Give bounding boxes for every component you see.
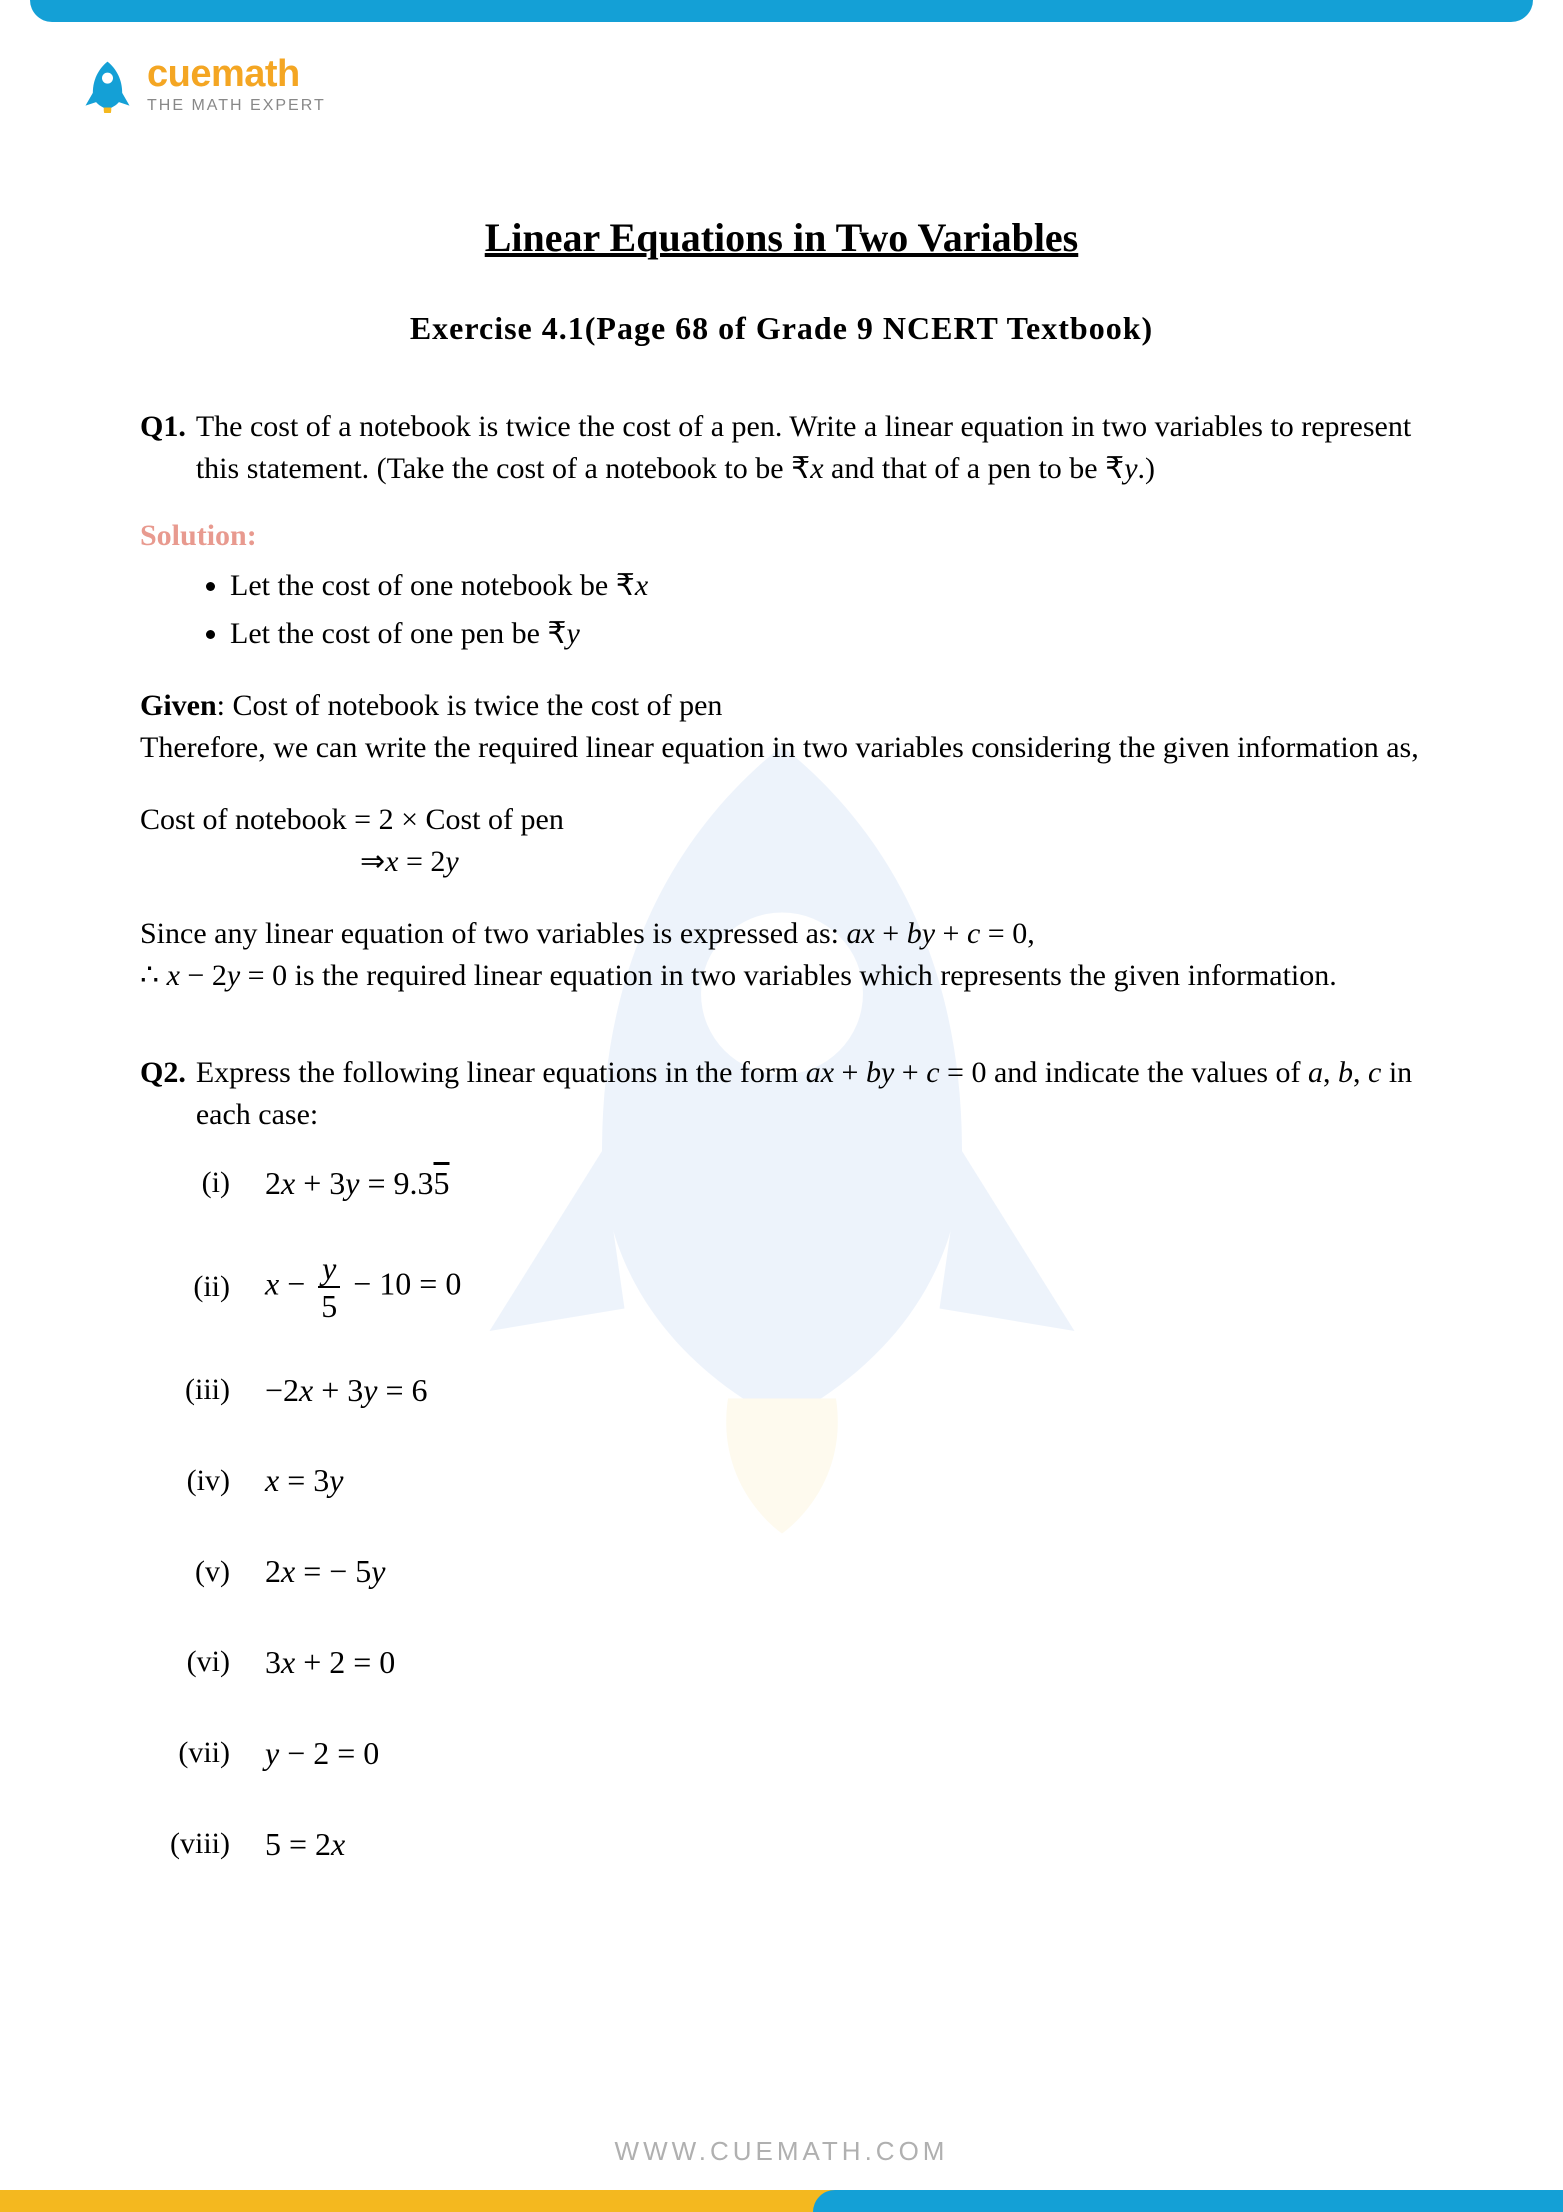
solution-label: Solution: — [140, 515, 1423, 557]
list-item: Let the cost of one pen be ₹y — [230, 613, 1423, 655]
logo-tagline: THE MATH EXPERT — [147, 97, 326, 115]
footer-url: WWW.CUEMATH.COM — [0, 2136, 1563, 2167]
eq-item: (i) 2x + 3y = 9.35 — [150, 1161, 1423, 1206]
page: cuemath THE MATH EXPERT Linear Equations… — [0, 0, 1563, 2212]
list-item: Let the cost of one notebook be ₹x — [230, 565, 1423, 607]
eq-item: (vi) 3x + 2 = 0 — [150, 1640, 1423, 1685]
q1-bullets: Let the cost of one notebook be ₹x Let t… — [140, 565, 1423, 655]
q2-equation-list: (i) 2x + 3y = 9.35 (ii) x − y5 − 10 = 0 … — [140, 1161, 1423, 1867]
eq-item: (ii) x − y5 − 10 = 0 — [150, 1252, 1423, 1322]
eq-item: (iv) x = 3y — [150, 1458, 1423, 1503]
eq-item: (viii) 5 = 2x — [150, 1822, 1423, 1867]
q1-label: Q1. — [140, 406, 186, 448]
bottom-border-left — [0, 2190, 860, 2212]
q1-given: Given: Cost of notebook is twice the cos… — [140, 685, 1423, 769]
q2-label: Q2. — [140, 1052, 186, 1094]
q1-derivation: Cost of notebook = 2 × Cost of pen ⇒x = … — [140, 799, 1423, 883]
q2-text: Express the following linear equations i… — [196, 1052, 1423, 1136]
page-title: Linear Equations in Two Variables — [140, 210, 1423, 266]
question-2: Q2. Express the following linear equatio… — [140, 1052, 1423, 1867]
document-content: Linear Equations in Two Variables Exerci… — [140, 210, 1423, 1912]
logo-rocket-icon — [80, 58, 135, 113]
question-1: Q1. The cost of a notebook is twice the … — [140, 406, 1423, 997]
eq-item: (iii) −2x + 3y = 6 — [150, 1368, 1423, 1413]
eq-item: (v) 2x = − 5y — [150, 1549, 1423, 1594]
top-border — [30, 0, 1533, 22]
eq-item: (vii) y − 2 = 0 — [150, 1731, 1423, 1776]
logo: cuemath THE MATH EXPERT — [80, 55, 326, 115]
q1-conclusion: Since any linear equation of two variabl… — [140, 913, 1423, 997]
logo-text: cuemath THE MATH EXPERT — [147, 55, 326, 115]
bottom-border-right — [813, 2190, 1563, 2212]
q1-text: The cost of a notebook is twice the cost… — [196, 406, 1423, 490]
logo-brand: cuemath — [147, 55, 326, 93]
exercise-subtitle: Exercise 4.1(Page 68 of Grade 9 NCERT Te… — [140, 306, 1423, 351]
